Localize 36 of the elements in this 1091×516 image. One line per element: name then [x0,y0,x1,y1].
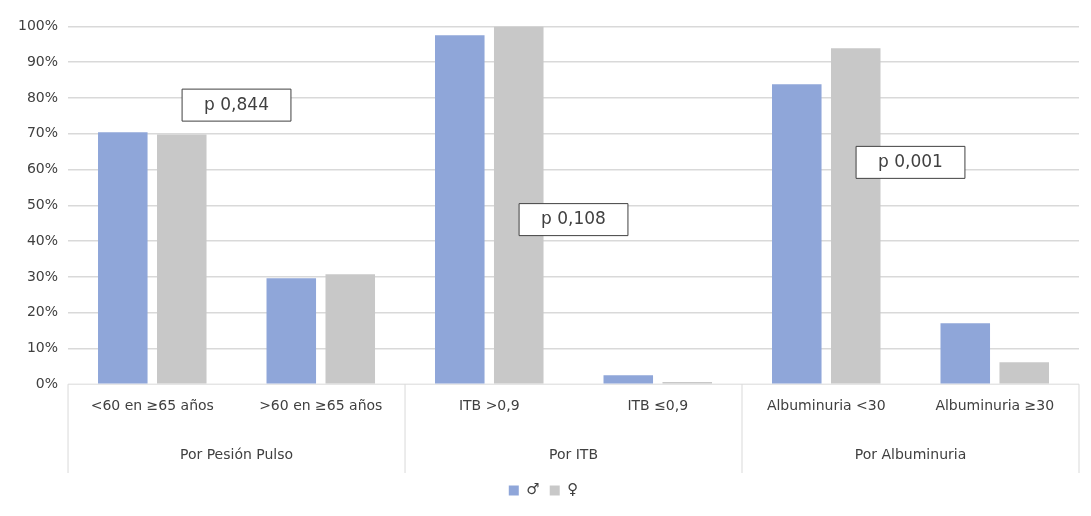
bar [830,48,881,384]
x-tick-label: >60 en ≥65 años [259,397,383,414]
text: Por ITB [549,445,599,462]
y-tick-label: 70% [26,124,59,141]
x-tick-label: Albuminuria ≥30 [935,397,1055,414]
y-tick-label: 10% [26,339,59,356]
x-tick-label: Albuminuria <30 [766,397,886,414]
x-tick-label: ITB ≤0,9 [627,397,689,414]
y-tick-label: 60% [26,160,59,177]
legend-label: ♂ [526,480,540,499]
bar [940,323,991,384]
bar [603,375,654,384]
text: Por Pesión Pulso [179,445,294,462]
y-tick-label: 20% [26,303,59,320]
annotation: p 0,844 [204,93,269,114]
x-tick-label: ITB >0,9 [458,397,520,414]
y-tick-label: 40% [26,231,59,248]
text: Por Albuminuria [854,445,967,462]
bar [999,362,1050,384]
bar [98,132,148,384]
bar [156,134,207,384]
x-tick-label: <60 en ≥65 años [90,397,214,414]
y-tick-label: 100% [17,17,59,34]
annotation: p 0,108 [541,208,606,229]
bar [435,35,485,384]
bar [493,26,544,384]
y-tick-label: 30% [26,267,59,284]
y-tick-label: 90% [26,52,59,69]
legend-label: ♀ [567,480,579,499]
y-tick-label: 80% [26,88,59,105]
bar [266,278,317,384]
bar [325,274,376,384]
y-tick-label: 50% [26,195,59,212]
y-tick-label: 0% [35,374,59,391]
bar [772,84,822,384]
annotation: p 0,001 [878,150,943,171]
